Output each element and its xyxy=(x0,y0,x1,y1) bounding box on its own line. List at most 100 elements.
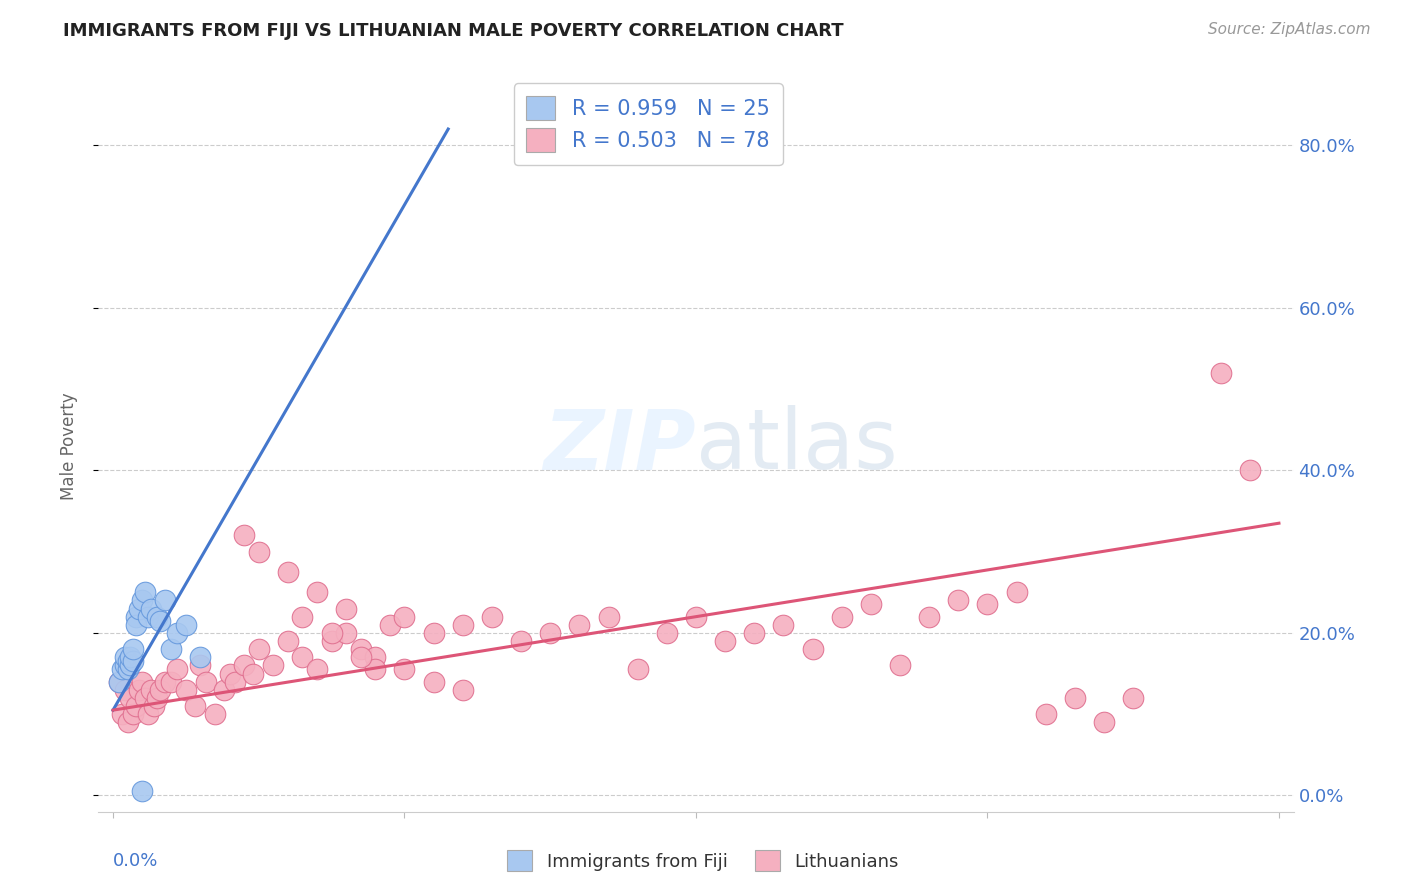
Point xyxy=(114,650,136,665)
Point xyxy=(568,617,591,632)
Point xyxy=(335,626,357,640)
Point xyxy=(122,707,145,722)
Point xyxy=(111,663,134,677)
Point xyxy=(451,682,474,697)
Point xyxy=(247,642,270,657)
Point xyxy=(627,663,650,677)
Point xyxy=(350,642,373,657)
Point xyxy=(685,609,707,624)
Point xyxy=(918,609,941,624)
Point xyxy=(1035,707,1057,722)
Point xyxy=(742,626,765,640)
Point xyxy=(481,609,503,624)
Point xyxy=(160,642,183,657)
Point xyxy=(139,601,162,615)
Point xyxy=(242,666,264,681)
Point xyxy=(218,666,240,681)
Point xyxy=(394,663,416,677)
Point xyxy=(655,626,678,640)
Point xyxy=(120,690,142,705)
Point xyxy=(247,544,270,558)
Point xyxy=(976,598,998,612)
Point xyxy=(598,609,620,624)
Point xyxy=(378,617,401,632)
Point xyxy=(859,598,882,612)
Point xyxy=(291,609,314,624)
Point xyxy=(142,699,165,714)
Point xyxy=(262,658,284,673)
Point xyxy=(128,682,150,697)
Point xyxy=(422,626,444,640)
Point xyxy=(831,609,853,624)
Point xyxy=(128,601,150,615)
Point xyxy=(233,528,256,542)
Point xyxy=(364,650,387,665)
Point xyxy=(321,634,343,648)
Point xyxy=(183,699,205,714)
Point xyxy=(1005,585,1028,599)
Point xyxy=(136,707,159,722)
Point xyxy=(1064,690,1087,705)
Point xyxy=(160,674,183,689)
Point xyxy=(155,674,177,689)
Point xyxy=(125,617,148,632)
Text: Source: ZipAtlas.com: Source: ZipAtlas.com xyxy=(1208,22,1371,37)
Text: 0.0%: 0.0% xyxy=(112,852,159,870)
Point xyxy=(111,707,134,722)
Point xyxy=(139,682,162,697)
Point xyxy=(1209,366,1232,380)
Point xyxy=(120,650,142,665)
Text: IMMIGRANTS FROM FIJI VS LITHUANIAN MALE POVERTY CORRELATION CHART: IMMIGRANTS FROM FIJI VS LITHUANIAN MALE … xyxy=(63,22,844,40)
Point xyxy=(136,609,159,624)
Point xyxy=(195,674,218,689)
Point xyxy=(131,593,153,607)
Point xyxy=(305,585,328,599)
Point xyxy=(394,609,416,624)
Point xyxy=(277,634,299,648)
Point xyxy=(166,626,188,640)
Point xyxy=(772,617,794,632)
Point xyxy=(204,707,226,722)
Point xyxy=(134,585,156,599)
Point xyxy=(131,674,153,689)
Point xyxy=(125,609,148,624)
Point xyxy=(1122,690,1144,705)
Point xyxy=(1092,715,1115,730)
Point xyxy=(131,784,153,798)
Text: ZIP: ZIP xyxy=(543,406,696,486)
Legend: Immigrants from Fiji, Lithuanians: Immigrants from Fiji, Lithuanians xyxy=(501,843,905,879)
Point xyxy=(149,682,172,697)
Point xyxy=(122,642,145,657)
Text: atlas: atlas xyxy=(696,406,897,486)
Point xyxy=(277,565,299,579)
Point xyxy=(122,654,145,668)
Point xyxy=(114,682,136,697)
Point xyxy=(120,658,142,673)
Point xyxy=(174,682,197,697)
Point xyxy=(321,626,343,640)
Point xyxy=(125,699,148,714)
Point xyxy=(305,663,328,677)
Point xyxy=(134,690,156,705)
Point xyxy=(149,614,172,628)
Point xyxy=(801,642,824,657)
Point xyxy=(212,682,235,697)
Point xyxy=(117,654,139,668)
Point xyxy=(714,634,737,648)
Point xyxy=(190,650,212,665)
Point xyxy=(224,674,246,689)
Point xyxy=(364,663,387,677)
Point xyxy=(1239,463,1261,477)
Point xyxy=(422,674,444,689)
Point xyxy=(538,626,561,640)
Point xyxy=(335,601,357,615)
Point xyxy=(166,663,188,677)
Point xyxy=(948,593,970,607)
Y-axis label: Male Poverty: Male Poverty xyxy=(59,392,77,500)
Point xyxy=(145,609,167,624)
Point xyxy=(145,690,167,705)
Point xyxy=(510,634,533,648)
Point xyxy=(155,593,177,607)
Point xyxy=(350,650,373,665)
Point xyxy=(108,674,131,689)
